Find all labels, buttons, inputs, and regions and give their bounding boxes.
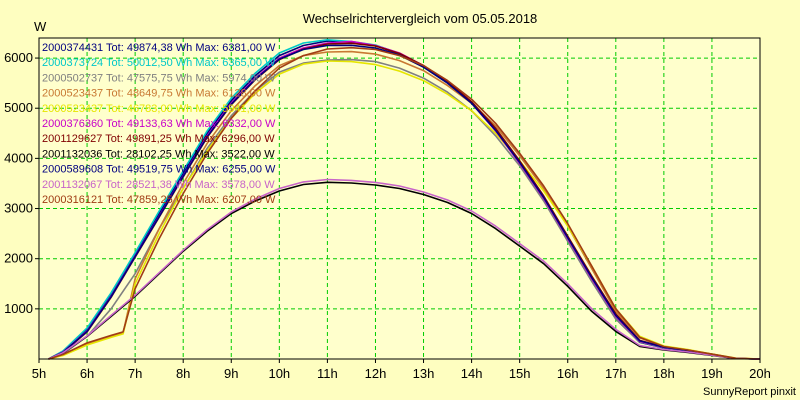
y-tick-label: 3000	[4, 201, 33, 216]
x-tick-label: 12h	[365, 366, 387, 381]
x-tick-label: 18h	[653, 366, 675, 381]
x-tick-label: 19h	[701, 366, 723, 381]
x-tick-label: 7h	[128, 366, 142, 381]
axes: 5h 6h 7h 8h 9h 10h 11h 12h 13h 14h 15h 16h 17h 18h 19h…	[4, 37, 771, 381]
y-axis-label: W	[34, 19, 47, 34]
x-tick-label: 6h	[80, 366, 94, 381]
legend-entry: 2000376360 Tot: 49133,63 Wh Max: 6332,00…	[42, 118, 276, 130]
x-tick-label: 10h	[268, 366, 290, 381]
legend-entry: 2001132036 Tot: 28102,25 Wh Max: 3522,00…	[42, 148, 275, 160]
x-tick-label: 5h	[32, 366, 46, 381]
legend-entry: 2000316121 Tot: 47859,25 Wh Max: 6207,00…	[42, 194, 276, 206]
x-tick-label: 9h	[224, 366, 238, 381]
legend-entry: 2001132067 Tot: 28521,38 Wh Max: 3578,00…	[42, 179, 275, 191]
series-line-11	[48, 46, 761, 360]
x-tick-label: 20h	[749, 366, 771, 381]
x-tick-label: 11h	[317, 366, 338, 381]
x-tick-label: 8h	[176, 366, 190, 381]
plot-area	[39, 38, 760, 359]
legend-entry: 2000502737 Tot: 47575,75 Wh Max: 5974,00…	[42, 72, 276, 84]
y-tick-label: 5000	[4, 100, 33, 115]
footer-credit: SunnyReport pinxit	[703, 386, 796, 398]
x-tick-label: 16h	[557, 366, 579, 381]
legend-entry: 2000523437 Tot: 46783,00 Wh Max: 5941,00…	[42, 103, 276, 115]
x-tick-label: 14h	[461, 366, 483, 381]
x-tick-label: 17h	[605, 366, 627, 381]
grid	[39, 38, 760, 359]
plot-border	[38, 37, 761, 360]
legend-entry: 2001129627 Tot: 49891,25 Wh Max: 6296,00…	[42, 133, 275, 145]
legend: 2000374431 Tot: 49874,38 Wh Max: 6381,00…	[42, 42, 276, 206]
legend-entry: 2000374431 Tot: 49874,38 Wh Max: 6381,00…	[42, 42, 276, 54]
series-line-10	[48, 178, 761, 360]
legend-entry: 2000373724 Tot: 50012,50 Wh Max: 6365,00…	[42, 57, 276, 69]
y-tick-label: 1000	[4, 301, 33, 316]
legend-entry: 2000589608 Tot: 49519,75 Wh Max: 6255,00…	[42, 164, 276, 176]
x-tick-label: 15h	[509, 366, 531, 381]
chart-title: Wechselrichtervergleich vom 05.05.2018	[303, 11, 538, 26]
series-layer	[48, 38, 761, 360]
y-tick-label: 6000	[4, 50, 33, 65]
y-tick-label: 2000	[4, 251, 33, 266]
y-tick-label: 4000	[4, 150, 33, 165]
legend-entry: 2000523437 Tot: 48649,75 Wh Max: 6128,00…	[42, 88, 276, 100]
x-tick-label: 13h	[413, 366, 435, 381]
